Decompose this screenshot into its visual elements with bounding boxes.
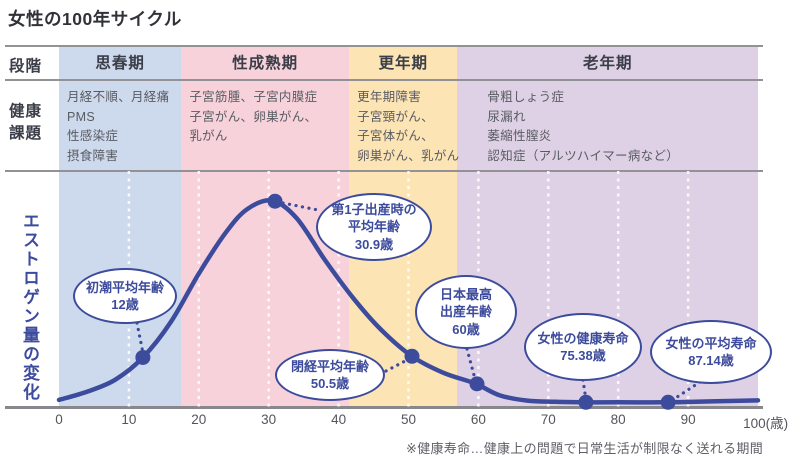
bubble-line: 87.14歳 xyxy=(688,353,734,368)
bubble-line: 出産年齢 xyxy=(439,304,492,320)
bubble-line: 女性の平均寿命 xyxy=(665,335,757,351)
bubble-line: 閉経平均年齢 xyxy=(290,358,369,374)
marker-dot xyxy=(660,394,676,410)
page-title: 女性の100年サイクル xyxy=(8,9,182,29)
bubble-connector xyxy=(281,201,320,212)
estrogen-curve-chart xyxy=(56,171,761,410)
x-tick-label: 20 xyxy=(191,412,207,427)
bubble-connector xyxy=(669,380,702,403)
y-axis-label: エストロゲン量の変化 xyxy=(20,212,39,402)
stage-name-kounenki: 更年期 xyxy=(378,55,428,72)
stage-name-seiseijuku: 性成熟期 xyxy=(232,55,299,72)
marker-dot xyxy=(135,349,151,365)
bubble-connector xyxy=(135,321,145,355)
annotation-bubble: 初潮平均年齢 12歳 xyxy=(73,268,177,324)
x-tick-label: 60 xyxy=(470,412,486,427)
issue-line: 摂食障害 xyxy=(67,148,119,163)
issue-line: 乳がん xyxy=(189,129,228,143)
issue-line: 子宮筋腫、子宮内膜症 xyxy=(189,90,318,104)
x-tick-label: 100(歳) xyxy=(743,416,789,431)
bubble-line: 50.5歳 xyxy=(310,376,350,391)
issue-line: 性感染症 xyxy=(67,129,119,143)
rule-under-issues xyxy=(5,170,763,172)
issue-line: 子宮頸がん、 xyxy=(357,109,434,124)
rule-under-header xyxy=(5,79,763,81)
row-label-health-line1: 健康 xyxy=(9,103,43,120)
x-tick-label: 0 xyxy=(55,412,63,427)
row-label-health: 健康 課題 xyxy=(9,101,42,145)
bubble-line: 30.9歳 xyxy=(354,236,394,252)
issues-kounenki: 更年期障害子宮頸がん、 子宮体がん、卵巣がん、乳がん xyxy=(357,88,459,166)
annotation-bubble: 女性の健康寿命 75.38歳 xyxy=(524,313,642,381)
annotation-bubble: 女性の平均寿命 87.14歳 xyxy=(650,320,772,384)
bubble-line: 女性の健康寿命 xyxy=(537,330,629,346)
marker-dot xyxy=(267,193,283,209)
bubble-line: 12歳 xyxy=(111,297,139,312)
marker-dot xyxy=(578,394,594,410)
bubble-line: 初潮平均年齢 xyxy=(85,279,164,295)
x-tick-label: 10 xyxy=(121,412,137,427)
band-0 xyxy=(59,46,182,407)
bubble-line: 60歳 xyxy=(452,321,480,337)
stage-name-shishunki: 思春期 xyxy=(95,55,145,72)
issue-line: 月経不順、月経痛 xyxy=(67,90,170,104)
marker-dot xyxy=(404,348,420,364)
issue-line: 子宮体がん、 xyxy=(357,129,434,143)
x-axis-line xyxy=(5,406,763,409)
rule-top xyxy=(5,45,763,47)
x-tick-label: 40 xyxy=(331,412,347,427)
annotation-bubble: 第1子出産時の 平均年齢 30.9歳 xyxy=(316,193,432,261)
issues-shishunki: 月経不順、月経痛 PMS 性感染症摂食障害 xyxy=(67,88,169,166)
row-label-health-line2: 課題 xyxy=(9,125,43,142)
x-tick-label: 80 xyxy=(610,412,626,427)
bubble-line: 75.38歳 xyxy=(560,348,606,363)
footnote: ※健康寿命…健康上の問題で日常生活が制限なく送れる期間 xyxy=(406,441,763,456)
bubble-line: 第1子出産時の xyxy=(331,202,417,218)
x-tick-label: 30 xyxy=(261,412,277,427)
issue-line: 卵巣がん、乳がん xyxy=(357,148,460,163)
issue-line: 更年期障害 xyxy=(357,90,422,104)
issues-seiseijuku: 子宮筋腫、子宮内膜症 子宮がん、卵巣がん、 乳がん xyxy=(189,88,317,147)
issue-line: 骨粗しょう症 xyxy=(487,90,565,104)
bubble-connector xyxy=(384,357,411,373)
annotation-bubble: 日本最高 出産年齢 60歳 xyxy=(415,275,517,349)
x-tick-label: 90 xyxy=(680,412,696,427)
annotation-bubble: 閉経平均年齢 50.5歳 xyxy=(275,349,385,401)
x-tick-label: 70 xyxy=(540,412,556,427)
issue-line: 子宮がん、卵巣がん、 xyxy=(189,109,318,124)
stage-name-rounenki: 老年期 xyxy=(582,55,633,72)
issues-rounenki: 骨粗しょう症 尿漏れ萎縮性膣炎認知症（アルツハイマー病など） xyxy=(487,88,679,166)
issue-line: 萎縮性膣炎 xyxy=(487,129,552,143)
issue-line: 尿漏れ xyxy=(487,109,526,124)
bubble-line: 日本最高 xyxy=(439,287,492,303)
issue-line: PMS xyxy=(67,109,95,124)
marker-dot xyxy=(469,376,485,392)
issue-line: 認知症（アルツハイマー病など） xyxy=(487,148,680,163)
row-label-stage: 段階 xyxy=(9,58,43,75)
x-tick-label: 50 xyxy=(400,412,417,427)
bubble-line: 平均年齢 xyxy=(347,219,400,235)
bubble-connector xyxy=(465,347,477,381)
